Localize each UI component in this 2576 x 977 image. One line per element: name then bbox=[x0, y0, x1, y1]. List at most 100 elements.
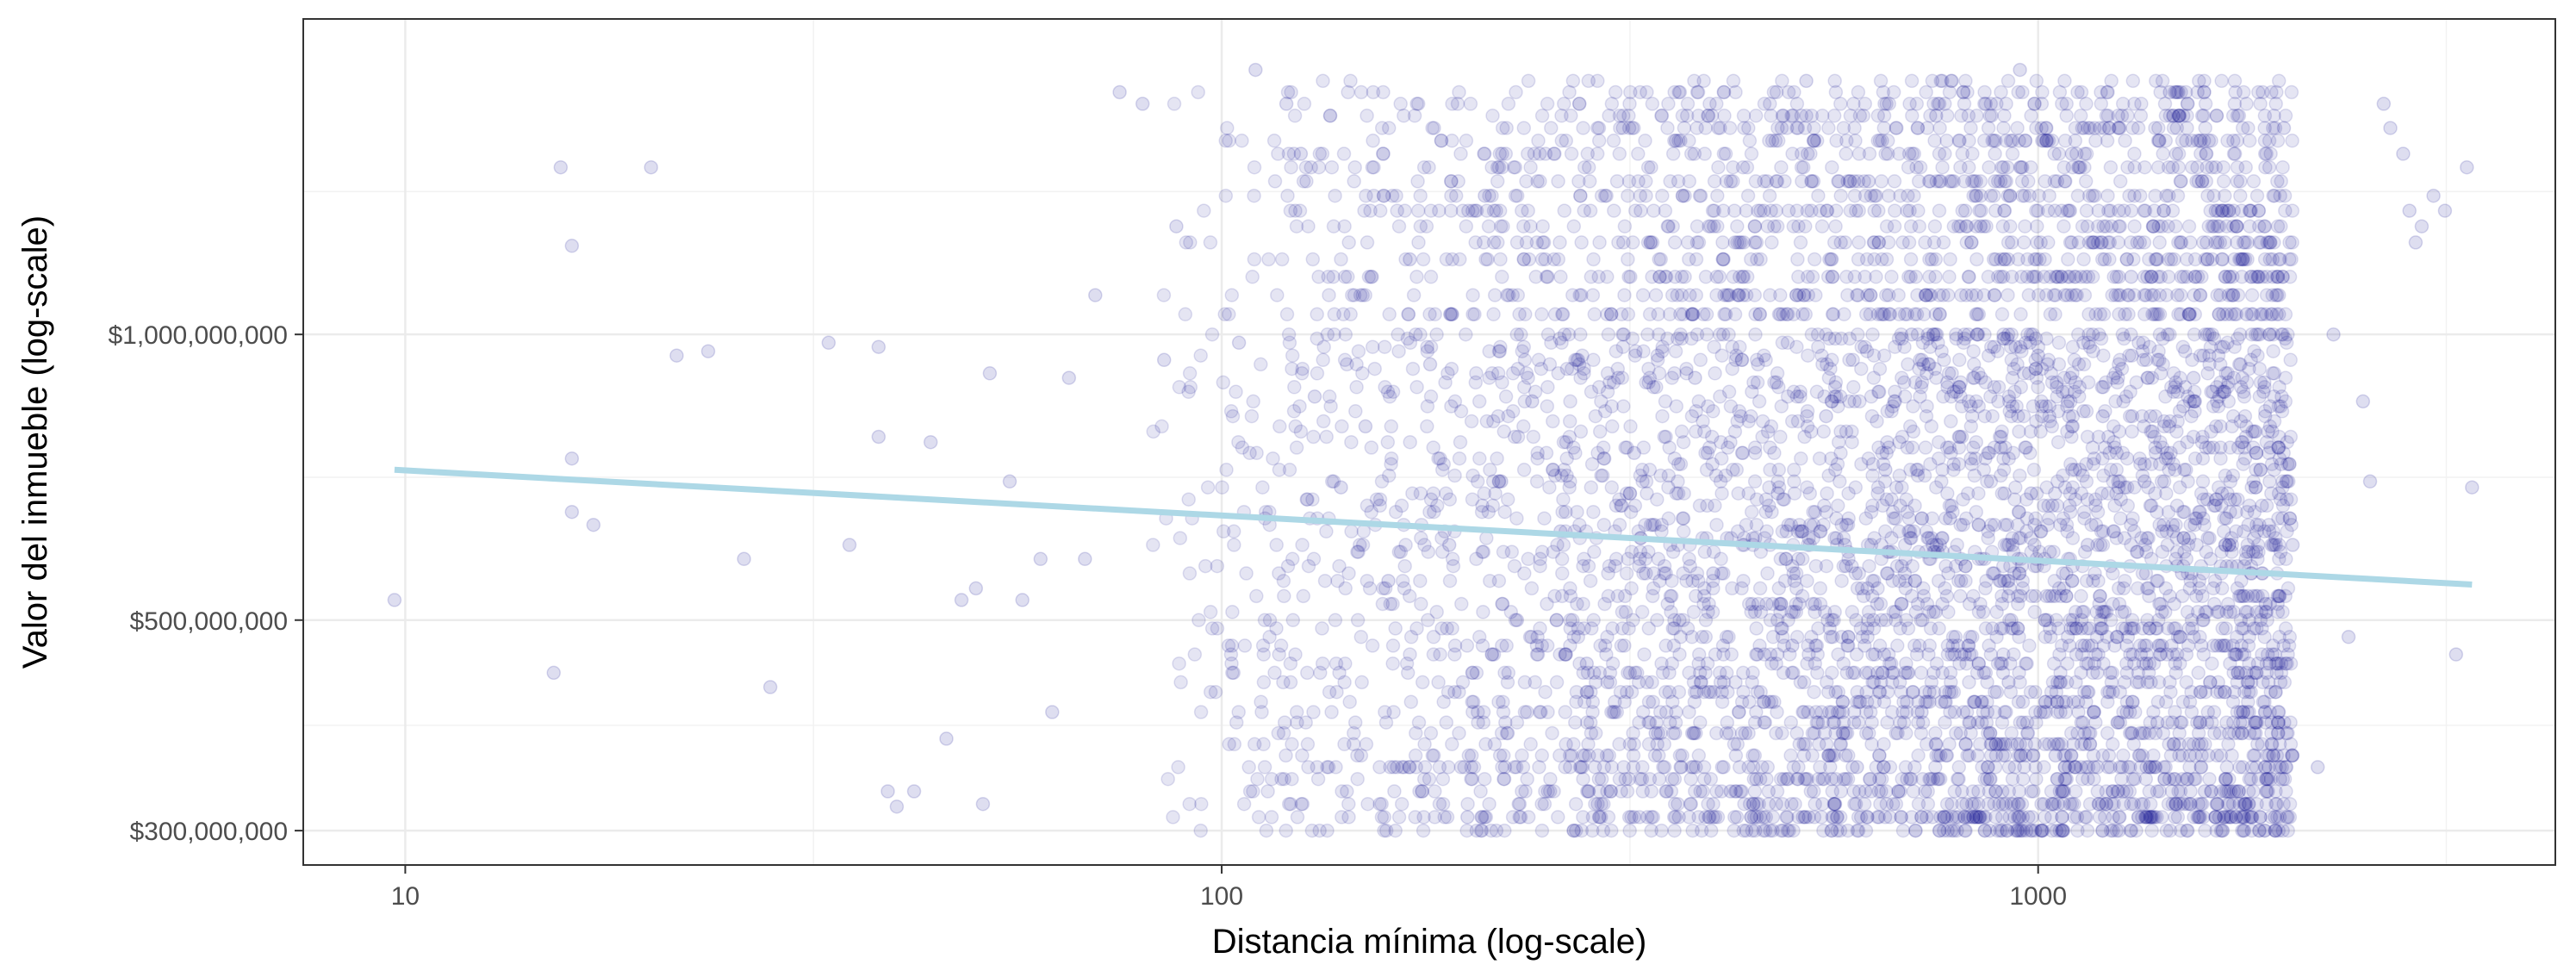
scatter-point bbox=[1951, 771, 1965, 787]
scatter-point bbox=[1879, 492, 1895, 507]
scatter-point bbox=[2013, 588, 2028, 604]
scatter-point bbox=[1703, 684, 1718, 700]
scatter-point bbox=[1854, 457, 1869, 471]
scatter-point bbox=[1994, 810, 2010, 825]
scatter-point bbox=[1264, 810, 1279, 825]
scatter-point bbox=[1898, 760, 1913, 775]
scatter-point bbox=[1669, 486, 1684, 501]
scatter-point bbox=[1826, 109, 1842, 123]
scatter-point bbox=[2165, 203, 2181, 218]
scatter-point bbox=[1907, 638, 1922, 653]
scatter-point bbox=[1641, 361, 1656, 376]
scatter-point bbox=[1716, 84, 1732, 100]
scatter-point bbox=[2119, 389, 2134, 404]
scatter-point bbox=[1365, 638, 1380, 653]
scatter-point bbox=[1255, 480, 1270, 495]
scatter-point bbox=[1402, 760, 1416, 775]
scatter-point bbox=[2019, 270, 2035, 284]
scatter-point bbox=[1978, 581, 1993, 596]
scatter-point bbox=[1736, 684, 1751, 700]
scatter-point bbox=[1899, 492, 1913, 507]
scatter-point bbox=[2272, 380, 2287, 395]
scatter-point bbox=[1987, 566, 2002, 581]
scatter-point bbox=[2265, 270, 2280, 284]
scatter-point bbox=[1443, 203, 1459, 218]
scatter-point bbox=[1407, 109, 1422, 123]
scatter-point bbox=[1403, 647, 1417, 662]
scatter-point bbox=[2047, 174, 2063, 189]
scatter-point bbox=[2002, 404, 2017, 419]
scatter-point bbox=[1588, 796, 1602, 812]
scatter-point bbox=[2255, 588, 2270, 604]
scatter-point bbox=[1415, 675, 1430, 690]
scatter-point bbox=[1674, 760, 1689, 775]
scatter-point bbox=[2280, 327, 2295, 342]
scatter-point bbox=[1805, 596, 1820, 612]
scatter-point bbox=[2152, 784, 2168, 799]
scatter-point bbox=[1665, 146, 1681, 161]
scatter-point bbox=[2109, 463, 2125, 477]
scatter-point bbox=[1909, 307, 1925, 322]
scatter-point bbox=[1988, 705, 2002, 719]
scatter-point bbox=[1901, 357, 1915, 372]
scatter-point bbox=[2128, 705, 2143, 719]
scatter-point bbox=[2214, 73, 2229, 89]
scatter-point bbox=[1166, 810, 1180, 825]
scatter-point bbox=[2183, 784, 2198, 799]
scatter-point bbox=[1507, 760, 1522, 775]
scatter-point bbox=[1747, 748, 1763, 763]
scatter-point bbox=[2015, 159, 2030, 175]
scatter-point bbox=[1953, 159, 1968, 175]
scatter-point bbox=[1540, 399, 1555, 414]
scatter-point bbox=[1409, 725, 1423, 741]
scatter-point bbox=[1619, 486, 1634, 501]
scatter-point bbox=[1912, 219, 1927, 233]
scatter-point bbox=[1944, 174, 1959, 189]
scatter-point bbox=[1538, 684, 1552, 700]
scatter-point bbox=[2280, 524, 2294, 539]
scatter-point bbox=[1837, 307, 1851, 322]
scatter-point bbox=[1551, 252, 1566, 267]
scatter-point bbox=[2031, 288, 2046, 302]
scatter-point bbox=[2053, 517, 2068, 532]
scatter-point bbox=[2237, 810, 2252, 825]
scatter-point bbox=[1952, 352, 1967, 368]
scatter-point bbox=[1990, 174, 2006, 189]
scatter-point bbox=[1944, 73, 1959, 89]
scatter-point bbox=[1319, 429, 1334, 445]
scatter-point bbox=[2150, 573, 2164, 588]
scatter-point bbox=[2068, 288, 2083, 302]
scatter-point bbox=[1677, 486, 1691, 501]
scatter-point bbox=[2185, 134, 2200, 148]
scatter-point bbox=[1618, 440, 1633, 455]
scatter-point bbox=[1267, 174, 1283, 189]
scatter-point bbox=[1359, 737, 1374, 752]
scatter-point bbox=[2124, 235, 2138, 250]
scatter-point bbox=[1289, 705, 1304, 719]
scatter-point bbox=[1366, 159, 1381, 175]
scatter-point bbox=[2124, 327, 2138, 342]
scatter-point bbox=[1521, 73, 1536, 89]
scatter-point bbox=[1551, 810, 1565, 825]
scatter-point bbox=[1283, 203, 1298, 218]
scatter-point bbox=[1310, 366, 1325, 381]
scatter-point bbox=[2087, 235, 2101, 250]
scatter-point bbox=[1397, 558, 1412, 574]
scatter-point bbox=[1800, 480, 1814, 495]
scatter-point bbox=[1867, 188, 1882, 203]
scatter-point bbox=[2198, 96, 2213, 111]
scatter-point bbox=[1946, 174, 1961, 189]
scatter-point bbox=[2064, 573, 2080, 588]
scatter-point bbox=[1500, 492, 1515, 507]
scatter-point bbox=[2155, 524, 2169, 539]
scatter-point bbox=[2041, 511, 2056, 526]
scatter-point bbox=[1673, 630, 1689, 644]
scatter-point bbox=[1229, 384, 1243, 400]
scatter-point bbox=[1727, 810, 1742, 825]
scatter-point bbox=[2158, 760, 2173, 775]
scatter-point bbox=[1281, 327, 1297, 342]
scatter-point bbox=[2187, 384, 2202, 400]
scatter-point bbox=[1403, 434, 1417, 450]
scatter-point bbox=[1592, 235, 1607, 250]
scatter-point bbox=[1755, 414, 1770, 429]
